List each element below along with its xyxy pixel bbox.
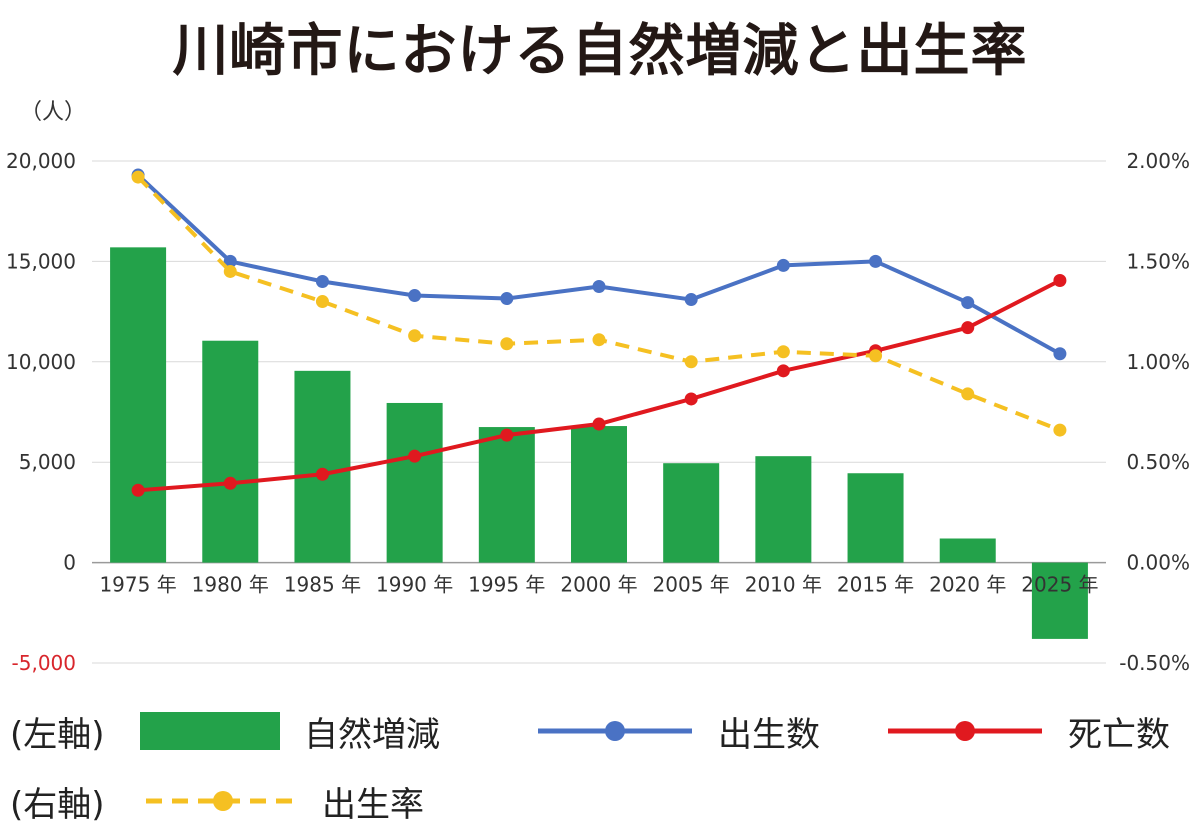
- x-axis-category-label: 2005 年: [653, 573, 730, 597]
- x-axis-category-label: 2010 年: [745, 573, 822, 597]
- x-axis-category-label: 1980 年: [192, 573, 269, 597]
- bar-natural-change: [847, 473, 904, 563]
- right-axis-tick-label: 1.50%: [1126, 249, 1190, 273]
- point-birth-rate: [869, 349, 883, 363]
- bar-natural-change: [110, 247, 167, 563]
- x-axis-category-label: 1990 年: [376, 573, 453, 597]
- right-axis-tick-label: -0.50%: [1119, 651, 1190, 675]
- bar-natural-change: [663, 463, 720, 563]
- point-deaths: [408, 449, 422, 463]
- x-axis-category-label: 1995 年: [468, 573, 545, 597]
- legend-births-line-swatch: [538, 721, 692, 741]
- point-deaths: [776, 364, 790, 378]
- legend-label-birth-rate: 出生率: [322, 784, 424, 825]
- legend-left-axis-tag: (左軸): [10, 714, 105, 755]
- right-axis-tick-label: 0.00%: [1126, 551, 1190, 575]
- bar-natural-change: [202, 340, 259, 563]
- left-axis-tick-label: -5,000: [12, 651, 76, 675]
- bar-natural-change: [755, 456, 812, 563]
- line-births: [136, 173, 1061, 356]
- point-birth-rate: [131, 170, 145, 184]
- legend-label-deaths: 死亡数: [1068, 714, 1170, 755]
- point-birth-rate: [1053, 423, 1067, 437]
- legend-row-left-axis: (左軸): [10, 706, 105, 756]
- right-axis-tick-label: 0.50%: [1126, 450, 1190, 474]
- point-births: [592, 280, 606, 293]
- left-axis-tick-label: 15,000: [6, 249, 76, 273]
- bar-natural-change: [386, 402, 443, 563]
- right-axis-tick-label: 2.00%: [1126, 149, 1190, 173]
- bar-natural-change: [478, 427, 535, 563]
- x-axis-category-label: 1975 年: [99, 573, 176, 597]
- point-birth-rate: [961, 387, 975, 401]
- point-births: [684, 293, 698, 307]
- chart-title: 川崎市における自然増減と出生率: [172, 19, 1028, 84]
- point-birth-rate: [592, 333, 606, 347]
- legend-label-natural-change: 自然増減: [304, 714, 440, 755]
- bar-natural-change: [1031, 562, 1088, 639]
- legend-item-birth-rate: 出生率: [146, 776, 424, 826]
- left-axis-tick-label: 5,000: [19, 450, 76, 474]
- point-births: [869, 254, 883, 268]
- legend-label-births: 出生数: [718, 714, 820, 755]
- point-deaths: [500, 428, 514, 442]
- left-axis-tick-label: 20,000: [6, 149, 76, 173]
- legend-bar-swatch: [140, 712, 280, 750]
- point-birth-rate: [408, 329, 422, 343]
- left-axis-tick-label: 10,000: [6, 350, 76, 374]
- legend-birth-rate-line-swatch: [146, 791, 300, 811]
- point-deaths: [1053, 273, 1067, 287]
- point-births: [223, 254, 237, 268]
- line-birth-rate: [136, 175, 1061, 432]
- x-axis-category-label: 2025 年: [1021, 573, 1098, 597]
- point-deaths: [684, 392, 698, 406]
- left-axis-tick-label: 0: [63, 551, 76, 575]
- legend-deaths-line-swatch: [888, 721, 1042, 741]
- bar-natural-change: [939, 538, 996, 563]
- legend-item-deaths: 死亡数: [888, 706, 1170, 756]
- x-axis-category-label: 2020 年: [929, 573, 1006, 597]
- point-births: [961, 296, 975, 310]
- point-deaths: [592, 417, 606, 431]
- bar-natural-change: [294, 370, 351, 563]
- point-birth-rate: [776, 345, 790, 359]
- point-birth-rate: [223, 264, 237, 278]
- legend-item-natural-change: 自然増減: [140, 706, 440, 756]
- point-births: [315, 274, 329, 288]
- point-deaths: [961, 321, 975, 335]
- point-deaths: [315, 467, 329, 481]
- point-birth-rate: [315, 295, 329, 309]
- left-axis-unit-label: （人）: [20, 100, 87, 125]
- point-deaths: [223, 476, 237, 490]
- bar-natural-change: [571, 426, 627, 563]
- point-births: [500, 292, 514, 306]
- point-birth-rate: [684, 355, 698, 369]
- legend-right-axis-tag: (右軸): [10, 784, 105, 825]
- x-axis-category-label: 2000 年: [560, 573, 637, 597]
- point-birth-rate: [500, 337, 514, 351]
- legend-row-right-axis: (右軸): [10, 776, 105, 826]
- point-births: [776, 258, 790, 272]
- point-births: [1053, 347, 1067, 361]
- right-axis-tick-label: 1.00%: [1126, 350, 1190, 374]
- legend-item-births: 出生数: [538, 706, 820, 756]
- point-deaths: [131, 483, 145, 497]
- x-axis-category-label: 2015 年: [837, 573, 914, 597]
- x-axis-category-label: 1985 年: [284, 573, 361, 597]
- chart-canvas: -5,000 0 5,000 10,000 15,000 20,000 -0.50% 0.00…: [6, 149, 1190, 675]
- point-births: [408, 289, 422, 303]
